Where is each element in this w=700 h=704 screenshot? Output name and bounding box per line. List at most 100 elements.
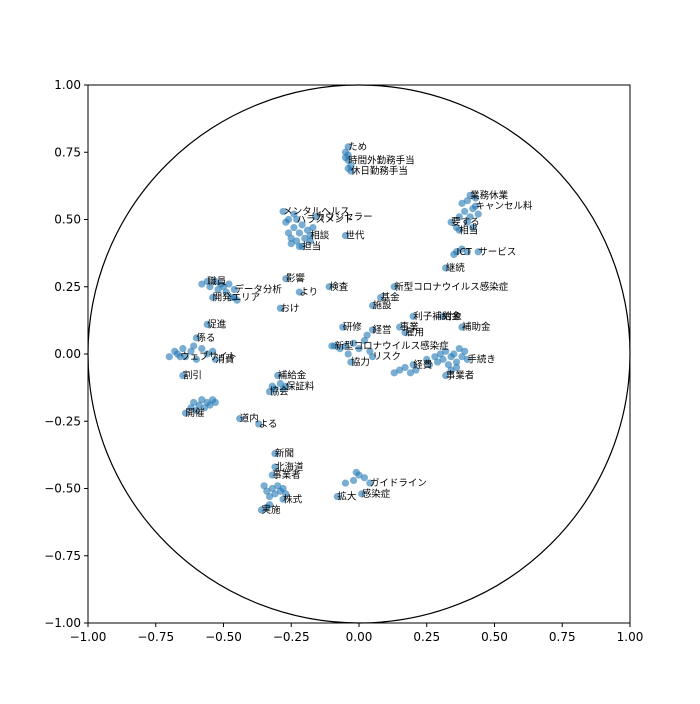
data-point <box>257 506 266 514</box>
data-point <box>279 385 287 393</box>
x-tick-label: 1.00 <box>617 630 644 644</box>
data-point <box>301 234 309 242</box>
point-label: おけ <box>280 303 299 314</box>
data-point <box>282 490 290 498</box>
data-point <box>355 345 363 353</box>
data-point <box>360 474 369 482</box>
point-label: エリア <box>232 293 261 304</box>
data-point <box>255 420 263 428</box>
point-label: キャンセル料 <box>476 200 534 212</box>
point-label: 新聞 <box>275 448 294 460</box>
data-points <box>165 143 482 514</box>
data-point <box>265 388 274 396</box>
data-point <box>198 345 206 353</box>
point-label: 継続 <box>446 262 466 274</box>
data-point <box>368 326 377 334</box>
data-point <box>195 401 203 409</box>
data-point <box>463 218 471 226</box>
point-label: 対象 <box>443 310 463 322</box>
data-point <box>466 213 474 221</box>
data-point <box>206 283 214 291</box>
data-point <box>298 221 306 229</box>
point-label: 協会 <box>270 386 290 398</box>
y-tick-label: −0.50 <box>44 482 81 496</box>
point-label: カウンセラー <box>316 212 373 223</box>
y-tick-label: −1.00 <box>44 616 81 630</box>
data-point <box>349 476 358 485</box>
data-point <box>390 369 398 377</box>
data-point <box>233 296 241 304</box>
data-point <box>287 240 295 248</box>
point-label: ICT <box>457 247 472 258</box>
point-label: 割引 <box>183 370 202 382</box>
data-point <box>260 482 268 490</box>
point-label: 職員 <box>207 276 227 287</box>
x-tick-label: 0.25 <box>413 630 440 644</box>
data-point <box>203 277 211 285</box>
point-label: リスク <box>373 352 402 363</box>
data-point <box>187 404 195 412</box>
data-point <box>366 479 374 487</box>
data-point <box>198 280 206 288</box>
point-label: 利子補給金 <box>413 310 461 322</box>
point-label: 事業者 <box>272 469 301 481</box>
data-point <box>179 345 187 353</box>
data-point <box>436 350 444 358</box>
data-point <box>355 471 363 479</box>
data-point <box>225 280 233 288</box>
data-point <box>309 223 317 232</box>
data-point <box>442 347 450 355</box>
point-label: 経費 <box>413 359 432 371</box>
data-point <box>347 358 355 366</box>
y-tick-label: 0.25 <box>54 280 81 294</box>
data-point <box>271 385 279 393</box>
x-tick-label: −0.75 <box>137 630 174 644</box>
point-label: 世代 <box>345 230 365 242</box>
data-point <box>463 197 471 205</box>
data-point <box>295 288 303 296</box>
data-point <box>230 285 238 294</box>
point-label: 補助金 <box>462 321 491 333</box>
data-point <box>450 250 458 259</box>
data-point <box>306 232 314 240</box>
y-tick-label: −0.75 <box>44 549 81 563</box>
y-tick-label: −0.25 <box>44 414 81 428</box>
point-label: 休日勤務手当 <box>351 165 408 177</box>
point-label: 係る <box>196 333 215 344</box>
data-point <box>368 353 377 361</box>
point-label: 検査 <box>329 281 349 293</box>
point-label: 北海道 <box>275 461 304 473</box>
point-label: 手続き <box>467 353 496 365</box>
data-point <box>312 213 320 221</box>
data-point <box>358 490 366 498</box>
data-point <box>344 151 352 159</box>
data-point <box>279 495 287 503</box>
data-point <box>412 366 420 374</box>
data-point <box>263 503 271 511</box>
point-label: 業務休業 <box>470 189 509 201</box>
data-point <box>409 361 417 369</box>
data-point <box>192 355 200 363</box>
point-label: より <box>299 287 318 298</box>
data-point <box>211 355 219 363</box>
data-point <box>447 366 455 374</box>
data-point <box>279 207 287 216</box>
point-label: 経営 <box>373 324 392 336</box>
data-point <box>271 463 279 471</box>
data-point <box>396 366 404 374</box>
data-point <box>293 237 301 245</box>
data-point <box>211 277 219 285</box>
data-point <box>336 345 344 353</box>
data-point <box>471 194 480 202</box>
data-point <box>442 371 450 380</box>
data-point <box>206 401 214 409</box>
point-label: 消費 <box>215 353 234 365</box>
data-point <box>268 471 276 479</box>
data-point <box>274 371 282 380</box>
data-point <box>290 223 298 232</box>
axis-ticks: −1.00−1.00 −0.75 −0.75 −0.50 −0.50 −0.25 −0.25… <box>44 78 643 644</box>
data-point <box>339 323 347 331</box>
data-point <box>190 342 198 350</box>
y-tick-label: 0.75 <box>54 145 81 159</box>
point-label: 影響 <box>286 273 306 285</box>
